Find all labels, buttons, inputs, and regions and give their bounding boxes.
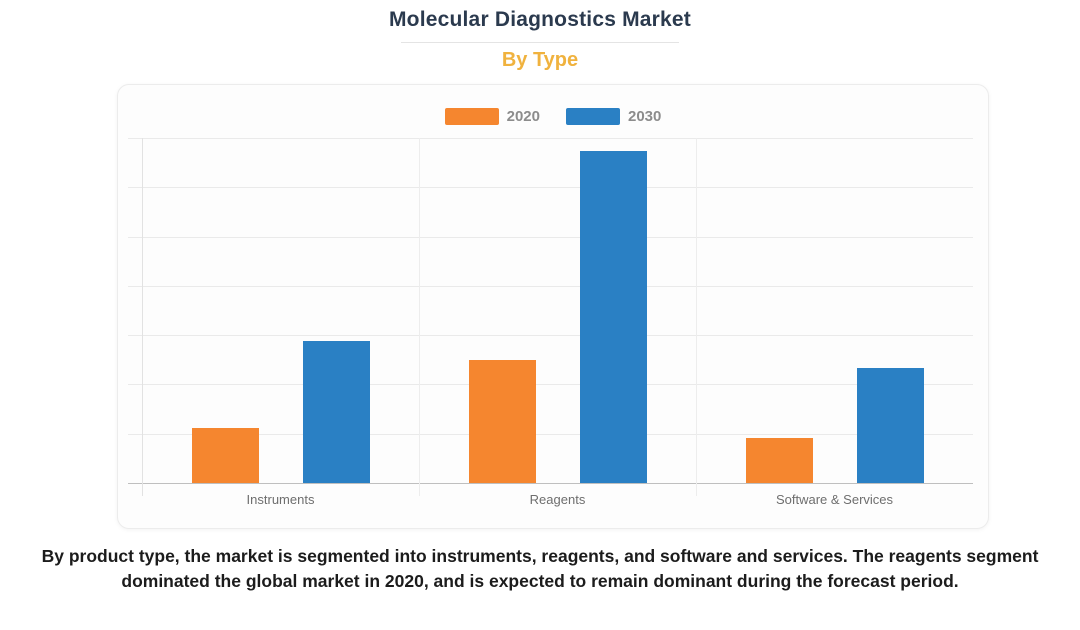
legend-swatch-2020 [444, 108, 499, 125]
x-label-software-services: Software & Services [775, 492, 894, 507]
bar-group-reagents [419, 138, 696, 483]
x-axis-labels: Instruments Reagents Software & Services [142, 492, 973, 507]
category-separator [695, 138, 697, 496]
bar-series-container [142, 138, 973, 483]
legend-label-2020: 2020 [506, 108, 540, 125]
y-gridline [128, 285, 973, 287]
bar-2020-instruments [191, 427, 259, 483]
chart-legend: 2020 2030 [118, 108, 988, 125]
title-divider [401, 42, 679, 43]
x-label-instruments: Instruments [246, 492, 315, 507]
x-label-reagents: Reagents [529, 492, 586, 507]
legend-item-2020[interactable]: 2020 [444, 108, 540, 125]
category-separator [418, 138, 420, 496]
y-gridline [128, 384, 973, 386]
bar-2030-software-services [856, 368, 924, 483]
y-axis-line [142, 138, 143, 496]
bar-group-instruments [142, 138, 419, 483]
plot-area [128, 138, 973, 496]
y-gridline [128, 335, 973, 337]
bar-2020-reagents [468, 359, 536, 483]
page-title: Molecular Diagnostics Market [388, 8, 692, 31]
y-gridline [128, 138, 973, 139]
chart-card: 2020 2030 Instruments Reagents Software & S… [117, 84, 989, 529]
bar-2030-instruments [302, 341, 370, 483]
y-gridline [128, 433, 973, 435]
legend-label-2030: 2030 [628, 108, 662, 125]
legend-swatch-2030 [566, 108, 620, 125]
chart-caption: By product type, the market is segmented… [41, 546, 1039, 591]
chart-subtitle: By Type [501, 49, 579, 71]
bar-2030-reagents [579, 150, 647, 483]
legend-item-2030[interactable]: 2030 [566, 108, 661, 125]
bar-2020-software-services [745, 438, 813, 483]
y-gridline [128, 187, 973, 189]
y-gridline [128, 236, 973, 238]
x-axis-baseline [128, 483, 973, 484]
bar-group-software-services [696, 138, 973, 483]
